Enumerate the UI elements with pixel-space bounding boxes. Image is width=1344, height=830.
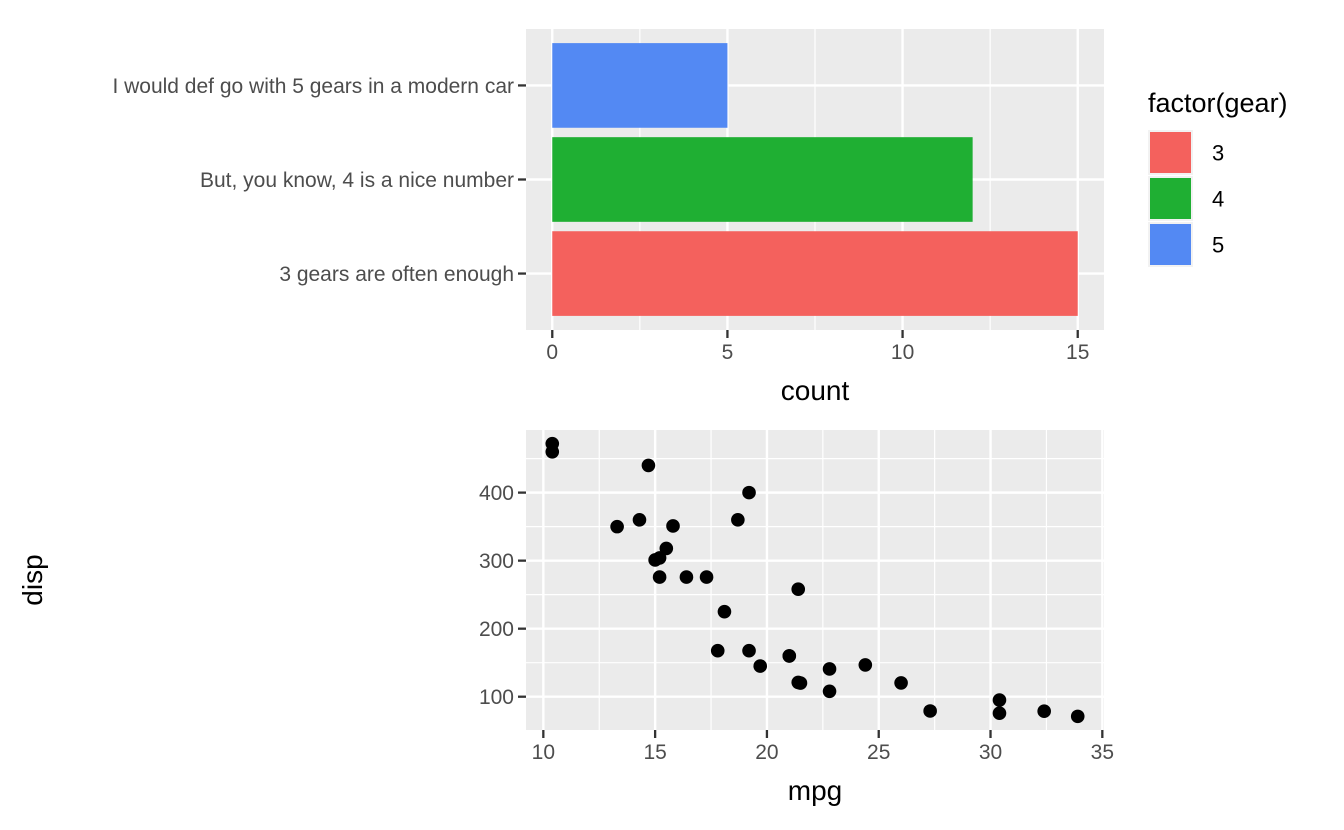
legend-title: factor(gear) bbox=[1148, 88, 1288, 118]
scatter-point bbox=[742, 485, 756, 500]
legend-key-3 bbox=[1150, 132, 1191, 173]
scatter-point bbox=[610, 519, 624, 534]
scatter-point bbox=[894, 676, 908, 690]
scatter-point bbox=[858, 658, 873, 672]
scatter-point bbox=[641, 458, 656, 473]
x-tick-label: 35 bbox=[1091, 741, 1114, 764]
gear-count-bar-chart: 0 5 10 15 I would def go with 5 gears in a m… bbox=[112, 29, 1288, 406]
y-category-label: But, you know, 4 is a nice number bbox=[200, 169, 514, 192]
x-tick-label: 10 bbox=[532, 741, 555, 764]
scatter-point bbox=[666, 519, 680, 533]
scatter-point bbox=[1070, 709, 1085, 724]
scatter-point bbox=[791, 675, 806, 690]
scatter-point bbox=[659, 541, 674, 556]
scatter-point bbox=[545, 444, 560, 459]
bar-gear-3 bbox=[552, 231, 1078, 316]
x-tick-label: 30 bbox=[979, 741, 1002, 764]
scatter-point bbox=[822, 662, 837, 676]
mpg-disp-scatter-chart: 10 15 20 25 30 35 100 200 300 400 mpg disp bbox=[17, 430, 1114, 806]
x-axis-title-mpg: mpg bbox=[788, 775, 842, 806]
legend-label-4: 4 bbox=[1212, 187, 1224, 212]
scatter-point bbox=[699, 570, 714, 584]
scatter-point bbox=[992, 693, 1007, 707]
scatter-point bbox=[710, 643, 725, 658]
scatter-point bbox=[717, 604, 732, 619]
scatter-point bbox=[648, 553, 662, 567]
legend: factor(gear) 3 4 5 bbox=[1148, 88, 1288, 267]
scatter-point bbox=[923, 704, 937, 718]
y-category-label: 3 gears are often enough bbox=[279, 263, 514, 286]
x-tick-label: 10 bbox=[891, 341, 914, 364]
scatter-point bbox=[992, 706, 1007, 721]
x-axis-title-count: count bbox=[781, 375, 850, 406]
y-tick-label: 300 bbox=[479, 550, 514, 573]
bar-chart-panel-group: 0 5 10 15 I would def go with 5 gears in a m… bbox=[112, 29, 1104, 364]
y-tick-label: 200 bbox=[479, 618, 514, 641]
bar-gear-4 bbox=[552, 137, 973, 222]
scatter-point bbox=[652, 570, 667, 584]
scatter-point bbox=[1037, 704, 1051, 718]
scatter-point bbox=[753, 659, 768, 673]
x-tick-label: 20 bbox=[755, 741, 778, 764]
panel-background bbox=[526, 430, 1104, 730]
legend-entries: 3 4 5 bbox=[1148, 130, 1224, 267]
x-tick-label: 15 bbox=[643, 741, 666, 764]
x-tick-label: 15 bbox=[1066, 341, 1089, 364]
x-tick-label: 0 bbox=[546, 341, 558, 364]
y-category-label: I would def go with 5 gears in a modern … bbox=[112, 75, 514, 98]
bar-gear-5 bbox=[552, 43, 728, 128]
legend-label-5: 5 bbox=[1212, 233, 1224, 258]
legend-key-4 bbox=[1150, 178, 1191, 219]
scatter-point bbox=[782, 649, 797, 663]
scatter-point bbox=[822, 684, 837, 699]
scatter-point bbox=[679, 570, 694, 584]
scatter-point bbox=[731, 513, 745, 527]
x-tick-label: 25 bbox=[867, 741, 890, 764]
y-tick-label: 100 bbox=[479, 686, 514, 709]
legend-key-5 bbox=[1150, 224, 1191, 265]
x-tick-label: 5 bbox=[722, 341, 734, 364]
scatter-panel-group: 10 15 20 25 30 35 100 200 300 400 bbox=[479, 430, 1114, 764]
legend-label-3: 3 bbox=[1212, 141, 1224, 166]
scatter-point bbox=[791, 582, 806, 597]
scatter-point bbox=[742, 643, 756, 658]
y-axis-title-disp: disp bbox=[17, 554, 48, 605]
scatter-point bbox=[632, 513, 647, 527]
y-tick-label: 400 bbox=[479, 482, 514, 505]
